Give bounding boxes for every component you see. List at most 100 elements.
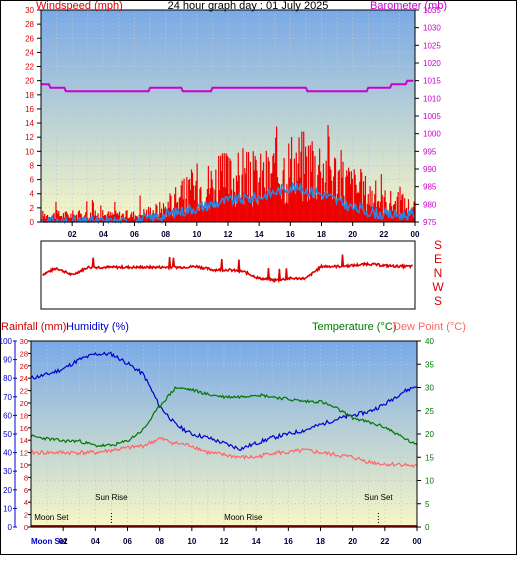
- wind-tick-label: 2: [30, 204, 35, 213]
- rain-tick-label: 10: [20, 461, 28, 470]
- temp-tick-label: 5: [425, 500, 430, 509]
- direction-line: [42, 254, 413, 284]
- x-tick-label: 22: [380, 537, 389, 546]
- x-tick-label: 08: [155, 537, 164, 546]
- compass-label: E: [434, 252, 442, 266]
- temp-tick-label: 35: [425, 360, 434, 369]
- x-tick-label: 06: [130, 230, 139, 239]
- wind-tick-label: 28: [25, 20, 34, 29]
- barometer-tick-label: 1005: [423, 112, 441, 121]
- humidity-tick-label: 90: [3, 356, 12, 365]
- temp-tick-label: 0: [425, 523, 430, 532]
- x-tick-label: 18: [317, 230, 326, 239]
- temp-tick-label: 25: [425, 407, 434, 416]
- rain-tick-label: 6: [24, 486, 28, 495]
- rain-tick-label: 18: [20, 411, 28, 420]
- x-tick-label: 12: [224, 230, 233, 239]
- wind-average-series: [40, 181, 416, 225]
- event-label: Sun Set: [364, 493, 393, 502]
- humidity-tick-label: 50: [3, 430, 12, 439]
- rain-tick-label: 30: [20, 337, 28, 346]
- wind-tick-label: 20: [25, 77, 34, 86]
- temp-tick-label: 15: [425, 453, 434, 462]
- wind-direction-series: [42, 254, 413, 284]
- rain-tick-label: 24: [20, 374, 28, 383]
- humidity-axis-label: Humidity (%): [66, 321, 129, 333]
- x-tick-label: 00: [411, 230, 420, 239]
- compass-label: N: [434, 266, 443, 280]
- rain-tick-label: 22: [20, 387, 28, 396]
- wind-axes: 0246810121416182022242628309759809859909…: [25, 6, 441, 239]
- wind-tick-label: 12: [25, 133, 34, 142]
- humidity-tick-label: 30: [3, 467, 12, 476]
- wind-tick-label: 26: [25, 34, 34, 43]
- barometer-tick-label: 1035: [423, 6, 441, 15]
- rain-tick-label: 12: [20, 449, 28, 458]
- x-tick-label: 08: [161, 230, 170, 239]
- dewpoint-axis-label: Dew Point (°C): [393, 321, 466, 333]
- humidity-line: [30, 351, 418, 452]
- temp-tick-label: 40: [425, 337, 434, 346]
- windspeed-axis-label: Windspeed (mph): [36, 0, 123, 12]
- rain-tick-label: 8: [24, 473, 28, 482]
- barometer-line: [41, 79, 414, 93]
- rain-tick-label: 16: [20, 424, 28, 433]
- x-tick-label: 02: [68, 230, 77, 239]
- dewpoint-line: [30, 436, 418, 468]
- x-tick-label: 04: [91, 537, 100, 546]
- rain-tick-label: 2: [24, 511, 28, 520]
- compass-label: S: [434, 294, 442, 308]
- x-tick-label: 10: [187, 537, 196, 546]
- rainfall-axis-label: Rainfall (mm): [1, 321, 66, 333]
- wind-tick-label: 30: [25, 6, 34, 15]
- x-tick-label: 02: [59, 537, 68, 546]
- barometer-tick-label: 995: [423, 147, 437, 156]
- rain-tick-label: 28: [20, 349, 28, 358]
- compass-label: S: [434, 238, 442, 252]
- wind-tick-label: 14: [25, 119, 34, 128]
- humidity-tick-label: 0: [8, 523, 13, 532]
- x-tick-label: 16: [286, 230, 295, 239]
- sun-moon-events: Sun Rise Sun Set Moon Set Moon Rise: [34, 493, 393, 527]
- barometer-tick-label: 975: [423, 218, 437, 227]
- barometer-tick-label: 1030: [423, 24, 441, 33]
- humidity-tick-label: 80: [3, 374, 12, 383]
- temp-grid: [31, 340, 417, 528]
- barometer-tick-label: 980: [423, 200, 437, 209]
- wind-tick-label: 6: [30, 176, 35, 185]
- barometer-tick-label: 1010: [423, 94, 441, 103]
- humidity-tick-label: 70: [3, 393, 12, 402]
- temp-tick-label: 30: [425, 384, 434, 393]
- rain-tick-label: 20: [20, 399, 28, 408]
- temperature-line: [30, 386, 418, 448]
- temperature-axis-label: Temperature (°C): [312, 321, 396, 333]
- wind-tick-label: 0: [30, 218, 35, 227]
- x-tick-label: 14: [252, 537, 261, 546]
- compass-label: W: [432, 280, 444, 294]
- x-tick-label: 10: [192, 230, 201, 239]
- humidity-tick-label: 20: [3, 486, 12, 495]
- x-tick-label: 22: [379, 230, 388, 239]
- x-tick-label: 20: [348, 230, 357, 239]
- wind-average-line: [40, 181, 416, 225]
- event-label: Moon Set: [34, 513, 69, 522]
- x-tick-label: 20: [348, 537, 357, 546]
- direction-plot-area: [40, 240, 416, 310]
- wind-tick-label: 4: [30, 190, 35, 199]
- humidity-tick-label: 10: [3, 504, 12, 513]
- barometer-tick-label: 990: [423, 165, 437, 174]
- temp-tick-label: 10: [425, 477, 434, 486]
- wind-tick-label: 18: [25, 91, 34, 100]
- x-tick-label: 00: [413, 537, 422, 546]
- temp-tick-label: 20: [425, 430, 434, 439]
- x-tick-label: 04: [99, 230, 108, 239]
- temp-axes: 0102030405060708090100024681012141618202…: [0, 337, 434, 546]
- humidity-tick-label: 40: [3, 449, 12, 458]
- humidity-tick-label: 60: [3, 411, 12, 420]
- rain-tick-label: 4: [24, 498, 28, 507]
- rain-tick-label: 0: [24, 523, 28, 532]
- wind-tick-label: 8: [30, 161, 35, 170]
- barometer-tick-label: 1025: [423, 41, 441, 50]
